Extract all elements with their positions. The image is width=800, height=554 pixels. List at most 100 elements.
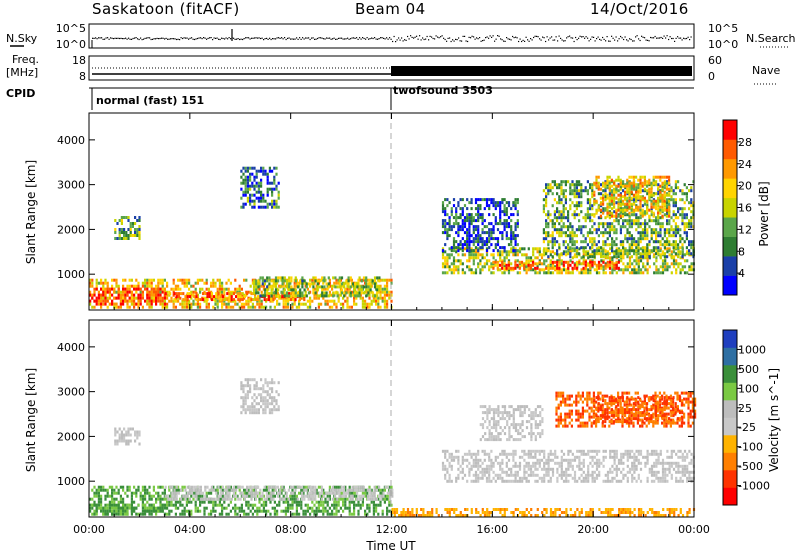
data-cell (292, 292, 295, 296)
data-cell (284, 512, 287, 516)
data-cell (246, 175, 249, 179)
data-cell (157, 278, 160, 282)
data-cell (468, 265, 471, 269)
data-cell (668, 193, 671, 197)
data-cell (556, 216, 559, 220)
noise-dot (309, 38, 311, 41)
data-cell (459, 247, 462, 251)
data-cell (505, 231, 508, 235)
data-cell (578, 204, 581, 208)
data-cell (501, 198, 504, 202)
data-cell (683, 201, 686, 205)
noise-dot (168, 38, 170, 40)
data-cell (166, 290, 169, 294)
data-cell (573, 234, 576, 238)
data-cell (657, 219, 660, 223)
noise-dot (368, 38, 370, 40)
data-cell (284, 506, 287, 510)
data-cell (386, 512, 389, 516)
data-cell (613, 202, 616, 206)
data-cell (646, 189, 649, 193)
noise-dot (252, 37, 254, 39)
data-cell (589, 263, 592, 267)
data-cell (444, 213, 447, 217)
data-cell (591, 246, 594, 250)
data-cell (236, 302, 239, 306)
data-cell (448, 253, 451, 257)
noise-dot (636, 35, 638, 37)
data-cell (368, 305, 371, 309)
data-cell (589, 237, 592, 241)
data-cell (259, 276, 262, 280)
data-cell (663, 255, 666, 259)
data-cell (309, 278, 312, 282)
data-cell (646, 268, 649, 272)
data-cell (468, 201, 471, 205)
data-cell (637, 259, 640, 263)
data-cell (628, 234, 631, 238)
data-cell (492, 198, 495, 202)
data-cell (639, 222, 642, 226)
data-cell (136, 234, 139, 237)
data-cell (322, 296, 325, 300)
data-cell (218, 512, 221, 516)
data-cell (654, 199, 657, 203)
data-cell (686, 250, 689, 254)
noise-dot (626, 39, 628, 41)
data-cell (472, 219, 475, 223)
data-cell (166, 281, 169, 285)
data-cell (602, 225, 605, 229)
data-cell (148, 296, 151, 300)
data-cell (122, 284, 125, 288)
noise-left-tick-top: 10^5 (56, 22, 86, 35)
noise-dot (473, 36, 475, 38)
data-cell (633, 271, 636, 275)
noise-dot (324, 38, 326, 40)
data-cell (241, 298, 244, 302)
data-cell (106, 494, 109, 498)
data-cell (488, 234, 491, 238)
data-cell (567, 250, 570, 254)
data-cell (496, 240, 500, 244)
data-cell (549, 186, 552, 190)
data-cell (261, 282, 264, 286)
data-cell (214, 500, 217, 504)
data-cell (542, 237, 545, 241)
data-cell (340, 291, 344, 295)
noise-dot (588, 40, 590, 42)
data-cell (492, 256, 495, 260)
data-cell (560, 262, 563, 266)
data-cell (375, 299, 378, 303)
data-cell (247, 488, 250, 492)
data-cell (287, 509, 290, 513)
data-cell (468, 268, 471, 272)
data-cell (114, 231, 117, 234)
data-cell (296, 291, 300, 295)
data-cell (661, 265, 665, 269)
data-cell (591, 255, 594, 259)
data-cell (569, 189, 572, 193)
data-cell (335, 302, 338, 306)
data-cell (89, 278, 92, 282)
data-cell (448, 234, 451, 238)
data-cell (182, 292, 185, 296)
data-cell (556, 231, 559, 235)
data-cell (452, 259, 456, 263)
data-cell (444, 228, 447, 232)
data-cell (362, 291, 366, 295)
data-cell (626, 178, 629, 182)
data-cell (196, 494, 199, 498)
colorbar-tick-label: 24 (738, 158, 752, 171)
data-cell (470, 253, 473, 257)
data-cell (134, 231, 137, 234)
data-cell (547, 225, 550, 229)
data-cell (626, 262, 629, 266)
noise-dot (617, 40, 619, 42)
noise-dot (162, 37, 164, 39)
data-cell (294, 288, 297, 292)
data-cell (95, 503, 98, 507)
noise-dot (443, 37, 445, 39)
data-cell (472, 259, 475, 263)
data-cell (275, 205, 278, 209)
data-cell (122, 293, 125, 297)
